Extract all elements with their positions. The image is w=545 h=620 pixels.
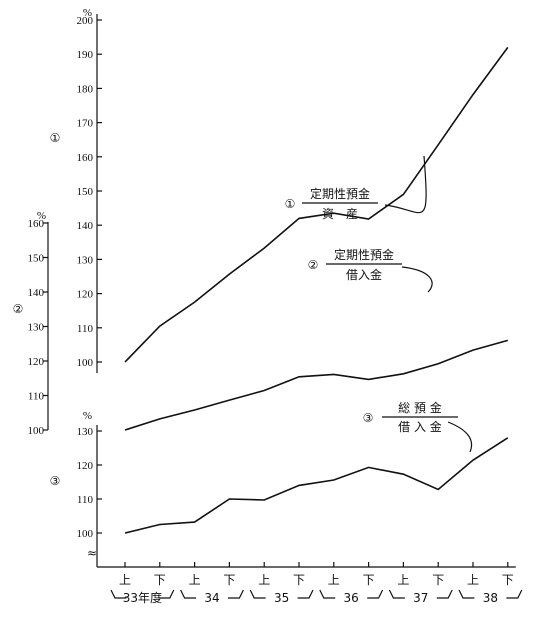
y-tick-label: 190 [77,49,94,61]
period-bracket-left [180,589,196,599]
period-bracket-right [367,589,384,599]
x-tick-label: 上 [328,573,340,587]
series-line-2 [124,339,509,431]
y-tick-label: 130 [28,322,45,334]
y-tick-label: 110 [77,494,94,506]
pointer-arrow [447,421,473,453]
axis-break-symbol: ≈ [87,546,97,560]
x-tick-label: 上 [189,573,201,587]
y-axis-unit: % [83,7,92,19]
x-tick-label: 下 [432,573,444,587]
y-tick-label: 130 [77,254,94,266]
series-label-denominator: 借 入 金 [398,419,442,434]
period-label: 34 [204,591,219,605]
period-bracket-right [297,589,314,599]
x-tick-label: 上 [258,573,270,587]
series-line-3 [124,437,509,534]
series-label-denominator: 資 産 [322,206,358,221]
x-tick-label: 上 [397,573,409,587]
y-axis-unit: % [83,410,92,422]
x-tick-label: 上 [119,573,131,587]
y-tick-label: 100 [77,357,94,369]
period-bracket-right [228,589,244,599]
panel-marker: ② [13,302,24,316]
y-tick-label: 110 [28,391,45,403]
period-label: 35 [274,591,289,605]
period-bracket-left [249,589,266,599]
y-tick-label: 150 [77,186,94,198]
pointer-arrow [384,155,427,214]
period-bracket-left [319,589,336,599]
y-tick-label: 160 [28,218,45,230]
y-tick-label: 110 [77,323,94,335]
x-tick-label: 上 [467,573,479,587]
axes-group: 100 110 120 130 140 150 160 170 180 190 200% 100 110… [28,7,523,605]
y-tick-label: 140 [28,287,45,299]
panel-marker: ③ [50,474,61,488]
y-tick-label: 100 [28,425,45,437]
series-marker: ③ [363,411,374,425]
y-tick-label: 120 [77,460,94,472]
y-axis-unit: % [37,210,46,222]
period-bracket-right [506,589,523,599]
period-label: 33年度 [123,590,162,605]
y-tick-label: 180 [77,83,94,95]
period-label: 37 [413,591,428,605]
x-tick-label: 下 [502,573,514,587]
y-tick-label: 130 [77,426,94,438]
y-tick-label: 120 [28,356,45,368]
series-marker: ① [285,197,296,211]
period-bracket-left [110,589,127,599]
period-bracket-right [436,589,453,599]
y-tick-label: 140 [77,220,94,232]
period-label: 36 [344,591,359,605]
series-label-numerator: 定期性預金 [334,247,394,262]
series-label-numerator: 定期性預金 [310,186,370,201]
y-tick-label: 170 [77,118,94,130]
y-tick-label: 200 [77,15,94,27]
series-label-numerator: 総 預 金 [398,400,442,415]
panel-marker: ① [50,131,61,145]
x-tick-label: 下 [223,573,235,587]
series-lines-group [124,46,509,534]
period-bracket-left [458,589,475,599]
y-tick-label: 150 [28,253,45,265]
y-tick-label: 160 [77,152,94,164]
x-tick-label: 下 [363,573,375,587]
series-marker: ② [308,258,319,272]
series-line-1 [124,46,509,363]
pointer-arrow [401,266,433,293]
period-label: 38 [483,591,498,605]
x-tick-label: 下 [154,573,166,587]
period-bracket-right [158,589,175,599]
y-tick-label: 100 [77,528,94,540]
period-bracket-left [388,589,405,599]
y-tick-label: 120 [77,289,94,301]
series-label-denominator: 借入金 [346,267,382,282]
x-tick-label: 下 [293,573,305,587]
